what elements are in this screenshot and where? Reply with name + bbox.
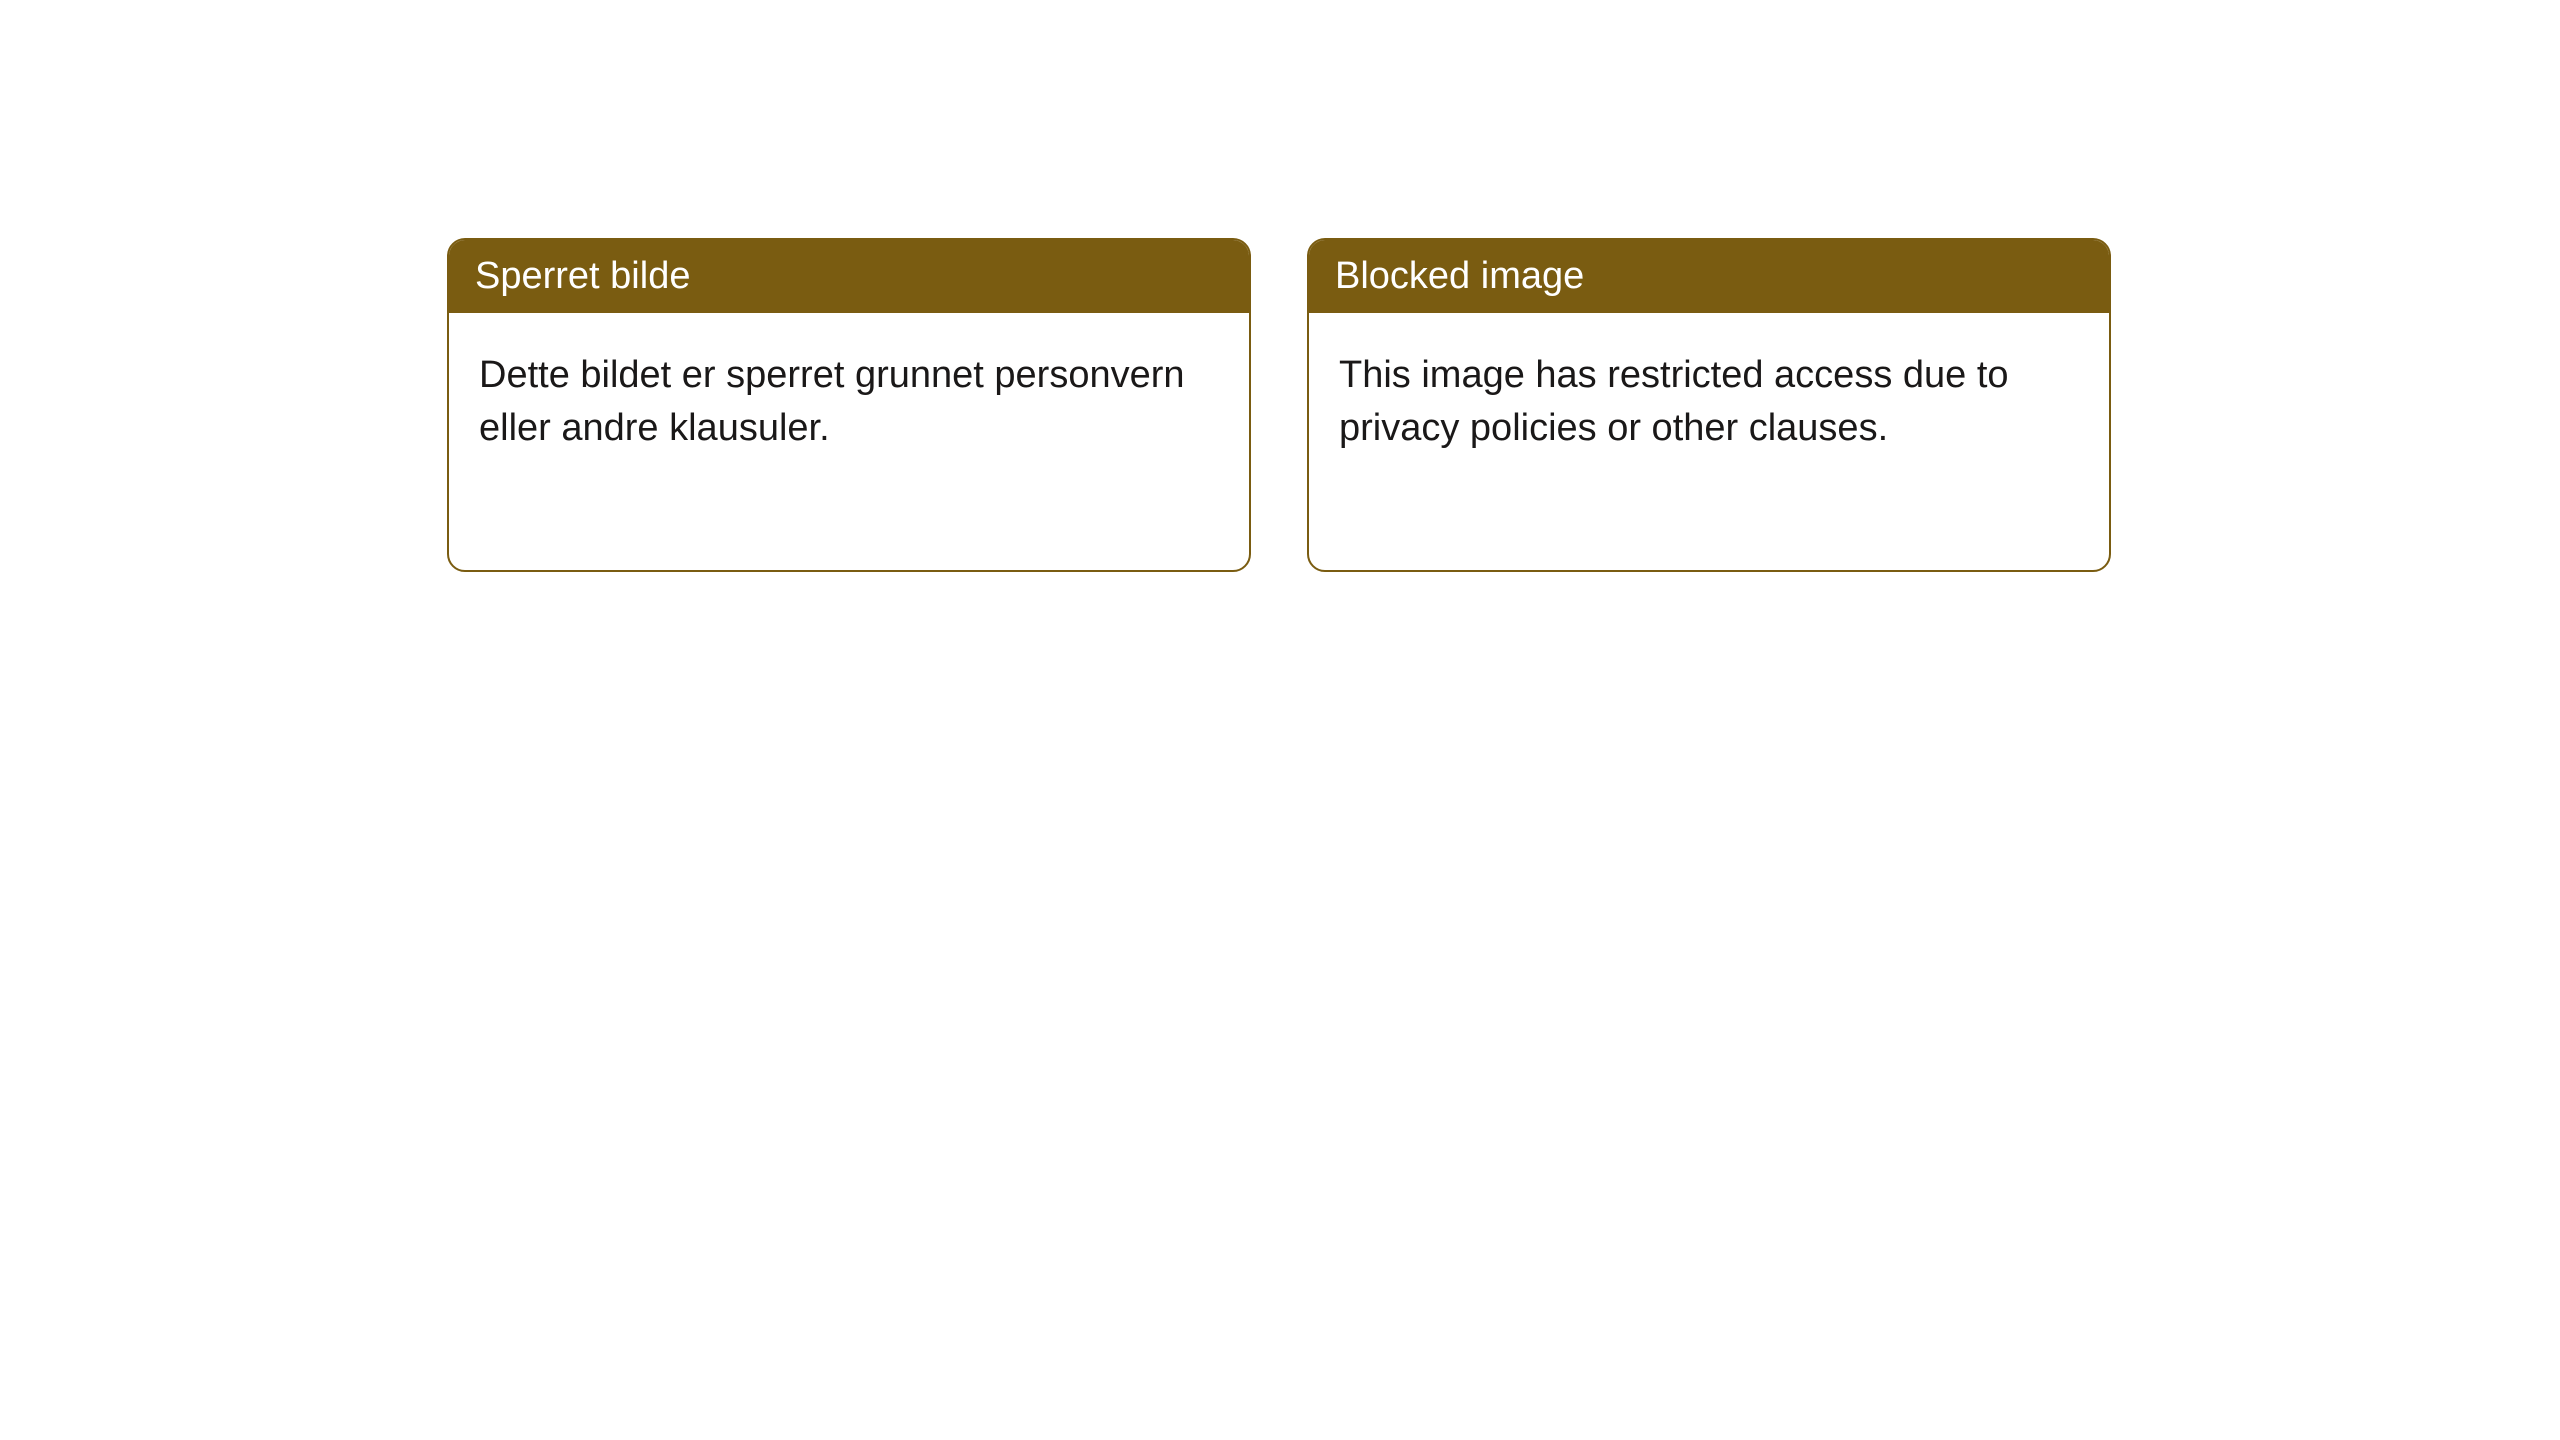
notice-card-norwegian: Sperret bilde Dette bildet er sperret gr…: [447, 238, 1251, 572]
notice-container: Sperret bilde Dette bildet er sperret gr…: [447, 238, 2111, 572]
notice-card-english: Blocked image This image has restricted …: [1307, 238, 2111, 572]
notice-title: Sperret bilde: [475, 255, 690, 297]
notice-title: Blocked image: [1335, 255, 1584, 297]
notice-text: Dette bildet er sperret grunnet personve…: [479, 354, 1185, 448]
notice-text: This image has restricted access due to …: [1339, 354, 2009, 448]
notice-body-english: This image has restricted access due to …: [1309, 313, 2109, 490]
notice-header-english: Blocked image: [1309, 240, 2109, 313]
notice-body-norwegian: Dette bildet er sperret grunnet personve…: [449, 313, 1249, 490]
notice-header-norwegian: Sperret bilde: [449, 240, 1249, 313]
